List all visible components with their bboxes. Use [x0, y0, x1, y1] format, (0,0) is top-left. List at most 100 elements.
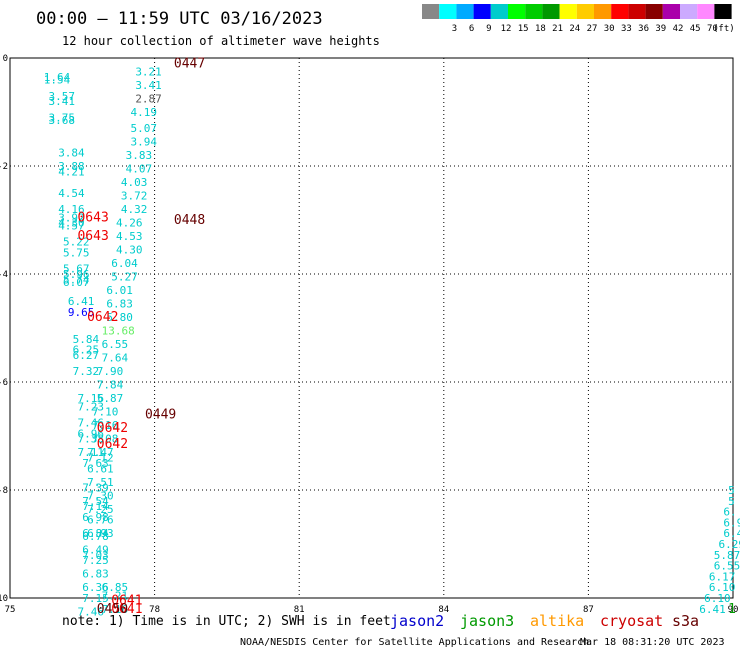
- wave-height-label: 3.92: [58, 211, 84, 224]
- wave-height-label: 7.38: [77, 433, 104, 446]
- wave-height-label: 7.39: [82, 481, 109, 494]
- plot-area: [9, 57, 734, 599]
- legend-unit: (ft): [713, 24, 735, 34]
- wave-height-label: 7.21: [102, 589, 129, 602]
- wave-height-label: 6.: [723, 506, 736, 519]
- legend-swatch: [422, 4, 440, 19]
- legend-label: 30: [604, 24, 615, 34]
- wave-height-label: 4.30: [58, 217, 84, 230]
- wave-height-label: 7.32: [73, 365, 100, 378]
- legend-label: 42: [673, 24, 684, 34]
- y-tick-label: -6: [0, 378, 8, 388]
- plot-border: [9, 57, 734, 599]
- wave-height-label: 6.10: [704, 592, 731, 605]
- x-tick-label: 78: [149, 605, 160, 615]
- wave-height-label: 4.26: [116, 217, 143, 230]
- wave-height-label: 7.10: [92, 406, 119, 419]
- wave-height-label: 6.10: [709, 581, 736, 594]
- wave-height-label: 7.12: [87, 452, 114, 465]
- legend-label: 9: [486, 24, 491, 34]
- wave-height-label: 6.04: [111, 257, 138, 270]
- wave-height-label: 6.9: [723, 516, 740, 529]
- wave-height-label: 7.11: [77, 446, 104, 459]
- wave-height-label: 6.4: [723, 527, 740, 540]
- pass-time-label: 0641: [111, 594, 142, 609]
- legend-label: 21: [552, 24, 563, 34]
- wave-height-label: 6.78: [82, 530, 109, 543]
- wave-height-label: 7.54: [82, 495, 109, 508]
- legend-swatch: [490, 4, 508, 19]
- x-tick-label: 90: [728, 605, 739, 615]
- wave-height-label: 9.65: [68, 306, 95, 319]
- wave-height-label: 5.67: [63, 263, 90, 276]
- legend-label: 3: [452, 24, 457, 34]
- wave-height-label: 7.16: [102, 603, 129, 616]
- satellite-name-altika: altika: [530, 612, 584, 630]
- wave-height-label: 7.14: [82, 500, 109, 513]
- wave-height-label: 6.01: [106, 284, 132, 297]
- legend-label: 24: [569, 24, 580, 34]
- legend-label: 12: [501, 24, 512, 34]
- wave-height-label: 5.27: [111, 271, 138, 284]
- pass-time-label: 0642: [87, 310, 118, 325]
- legend-swatch: [611, 4, 629, 19]
- legend-label: 15: [518, 24, 529, 34]
- chart-subtitle: 12 hour collection of altimeter wave hei…: [62, 34, 380, 48]
- wave-height-label: 7.23: [77, 400, 104, 413]
- legend-label: 33: [621, 24, 632, 34]
- grid: [10, 58, 733, 598]
- wave-height-label: 6.85: [102, 581, 129, 594]
- wave-height-label: 6.41: [68, 295, 95, 308]
- wave-height-label: 5.74: [63, 273, 90, 286]
- wave-height-label: 6.83: [106, 298, 132, 311]
- wave-height-label: 6.98: [82, 511, 109, 524]
- wave-height-label: 7.25: [87, 503, 114, 516]
- wave-height-label: 7.16: [77, 392, 104, 405]
- wave-height-label: 3.68: [49, 114, 75, 127]
- wave-height-label: 5.84: [73, 333, 100, 346]
- satellite-legend: jason2 jason3 altika cryosat s3a: [390, 612, 699, 630]
- wave-height-label: 7.47: [87, 446, 114, 459]
- legend-swatch: [576, 4, 594, 19]
- pass-time-labels: 0447044806430643064204490642064206410641…: [77, 56, 736, 616]
- legend-swatch: [628, 4, 646, 19]
- satellite-name-s3a: s3a: [672, 612, 699, 630]
- wave-height-label: 4.32: [121, 203, 148, 216]
- wave-height-label: 3.41: [135, 79, 162, 92]
- wave-height-label: 7.46: [77, 417, 104, 430]
- y-tick-label: -8: [0, 486, 8, 496]
- wave-height-label: 3.41: [49, 95, 75, 108]
- x-tick-label: 75: [5, 605, 16, 615]
- color-legend: 3 6 9 12 15 18 21 24 27 30 33 36 39 42 45 70: [422, 4, 732, 34]
- wave-height-label: 6.93: [87, 527, 114, 540]
- wave-height-label: 7.30: [87, 489, 114, 502]
- legend-swatch: [697, 4, 715, 19]
- legend-swatch: [714, 4, 732, 19]
- wave-height-label: 5.22: [63, 236, 90, 249]
- wave-height-label: 6.29: [719, 538, 740, 551]
- wave-height-label: 6.96: [77, 427, 104, 440]
- wave-height-label: 6.55: [714, 560, 740, 573]
- pass-time-label: 0642: [97, 437, 128, 452]
- wave-height-label: 4.57: [58, 219, 84, 232]
- wave-height-label: 6.17: [709, 570, 736, 583]
- wave-height-label: 4.54: [58, 187, 85, 200]
- legend-label: 36: [638, 24, 649, 34]
- wave-height-label: 6.76: [87, 514, 114, 527]
- y-tick-label: -2: [0, 162, 8, 172]
- wave-height-label: 5: [728, 495, 735, 508]
- wave-height-label: 7.63: [82, 457, 109, 470]
- wave-height-label: 6.07: [63, 276, 90, 289]
- wave-height-label: 6.27: [73, 349, 100, 362]
- wave-height-label: 5.07: [131, 122, 158, 135]
- wave-height-label: 7.03: [82, 549, 109, 562]
- footer-timestamp: Mar 18 08:31:20 UTC 2023: [580, 637, 725, 648]
- pass-time-label: 0642: [97, 421, 128, 436]
- wave-height-label: 3.72: [121, 190, 148, 203]
- wave-height-label: 6.41: [699, 603, 726, 616]
- wave-height-label: 3.84: [58, 147, 85, 160]
- pass-time-label: 0450: [97, 602, 128, 617]
- legend-swatch: [456, 4, 474, 19]
- wave-height-label: 3.88: [58, 160, 84, 173]
